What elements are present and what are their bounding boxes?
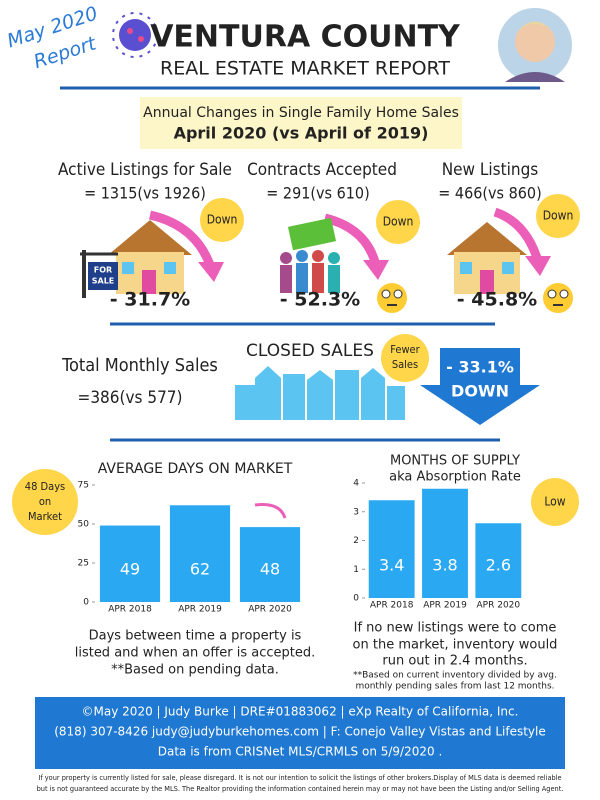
sign-text: SALE [92, 277, 115, 286]
value-label: 3.4 [379, 556, 404, 575]
note: If no new listings were to come [354, 621, 557, 636]
subtitle: REAL ESTATE MARKET REPORT [160, 58, 450, 80]
bar [422, 488, 468, 598]
badge-text: 48 Days [25, 480, 65, 493]
y-tick-label: 3 [353, 507, 359, 517]
house [80, 220, 192, 298]
banner-bg [140, 97, 462, 149]
metric-label: Contracts Accepted [247, 160, 397, 180]
closed-heading: CLOSED SALES [246, 341, 374, 361]
virus-icon [112, 12, 158, 58]
bar [169, 505, 231, 602]
photo [496, 6, 574, 84]
low-badge [531, 478, 579, 526]
people [280, 217, 340, 293]
value-label: 2.6 [486, 556, 511, 575]
days-badge [12, 469, 78, 535]
change: - 52.3% [280, 289, 360, 311]
x-tick-label: APR 2020 [477, 601, 521, 611]
value-label: 3.8 [432, 556, 457, 575]
y-tick-label: 0 [353, 594, 359, 604]
metric-value: = 466(vs 860) [438, 184, 541, 203]
banner-line: April 2020 (vs April of 2019) [174, 124, 429, 143]
y-tick-label: 50 [78, 520, 90, 530]
closed-value: =386(vs 577) [78, 388, 183, 408]
note: run out in 2.4 months. [382, 654, 527, 669]
footnote: monthly pending sales from last 12 month… [355, 682, 554, 692]
note: listed and when an offer is accepted. [75, 646, 316, 661]
down-badges [200, 194, 580, 244]
footer-bg [35, 697, 565, 769]
y-tick-label: 25 [78, 559, 89, 569]
value-label: 48 [260, 560, 280, 579]
metric-value: = 291(vs 610) [266, 184, 369, 203]
chart-title: AVERAGE DAYS ON MARKET [98, 461, 293, 477]
tag: Sales [392, 358, 418, 371]
badge-text: on [39, 495, 51, 508]
bar [99, 525, 161, 602]
change: - 45.8% [457, 289, 537, 311]
arrow [254, 503, 287, 519]
arrows [148, 207, 542, 267]
change: - 31.7% [110, 289, 190, 311]
badge-text: Market [28, 510, 62, 523]
arrow-heads [198, 256, 551, 282]
skyline [235, 366, 405, 420]
footer-line: Data is from CRISNet MLS/CRMLS on 5/9/20… [158, 745, 443, 759]
x-tick-label: APR 2018 [108, 605, 152, 615]
sign-text: FOR [94, 266, 112, 275]
metric-label: New Listings [442, 160, 539, 180]
tag: Fewer [390, 343, 420, 356]
closed-change: - 33.1% [446, 358, 514, 377]
x-tick-label: APR 2019 [178, 605, 222, 615]
emoji [377, 283, 573, 313]
x-tick-label: APR 2020 [248, 605, 292, 615]
y-tick-label: 4 [353, 479, 359, 489]
y-tick-label: 2 [353, 536, 359, 546]
down-arrow [420, 348, 540, 425]
value-label: 49 [120, 560, 140, 579]
value-label: 62 [190, 560, 210, 579]
badge-text: Low [544, 495, 565, 509]
note: **Based on pending data. [111, 663, 279, 678]
banner-line: Annual Changes in Single Family Home Sal… [143, 105, 459, 121]
chart-title: MONTHS OF SUPPLY [390, 454, 520, 469]
x-tick-label: APR 2018 [370, 601, 414, 611]
y-tick-label: 0 [83, 598, 89, 608]
disclaimer: If your property is currently listed for… [38, 774, 561, 782]
x-tick-label: APR 2019 [423, 601, 467, 611]
house [447, 222, 527, 294]
tag: Down [543, 209, 574, 223]
tag: Down [383, 215, 414, 229]
fewer-badge [381, 334, 429, 382]
closed-label: Total Monthly Sales [61, 355, 218, 376]
footer-line: ©May 2020 | Judy Burke | DRE#01883062 | … [82, 705, 519, 719]
y-tick-label: 1 [353, 565, 359, 575]
bar [475, 523, 522, 598]
title: VENTURA COUNTY [150, 20, 461, 55]
closed-direction: DOWN [451, 382, 509, 401]
badge: May 2020 Report [4, 2, 100, 73]
note: Days between time a property is [89, 629, 302, 644]
metric-label: Active Listings for Sale [58, 160, 232, 180]
footnote: **Based on current inventory divided by … [353, 671, 557, 681]
disclaimer: but is not guaranteed accurate by the ML… [37, 785, 564, 793]
tag: Down [207, 213, 238, 227]
bar [239, 527, 301, 602]
footer-line: (818) 307-8426 judy@judyburkehomes.com |… [54, 725, 546, 739]
chart-subtitle: aka Absorption Rate [389, 470, 521, 485]
metric-value: = 1315(vs 1926) [84, 184, 206, 203]
note: on the market, inventory would [353, 638, 558, 653]
bar [368, 500, 415, 598]
y-tick-label: 75 [78, 481, 89, 491]
